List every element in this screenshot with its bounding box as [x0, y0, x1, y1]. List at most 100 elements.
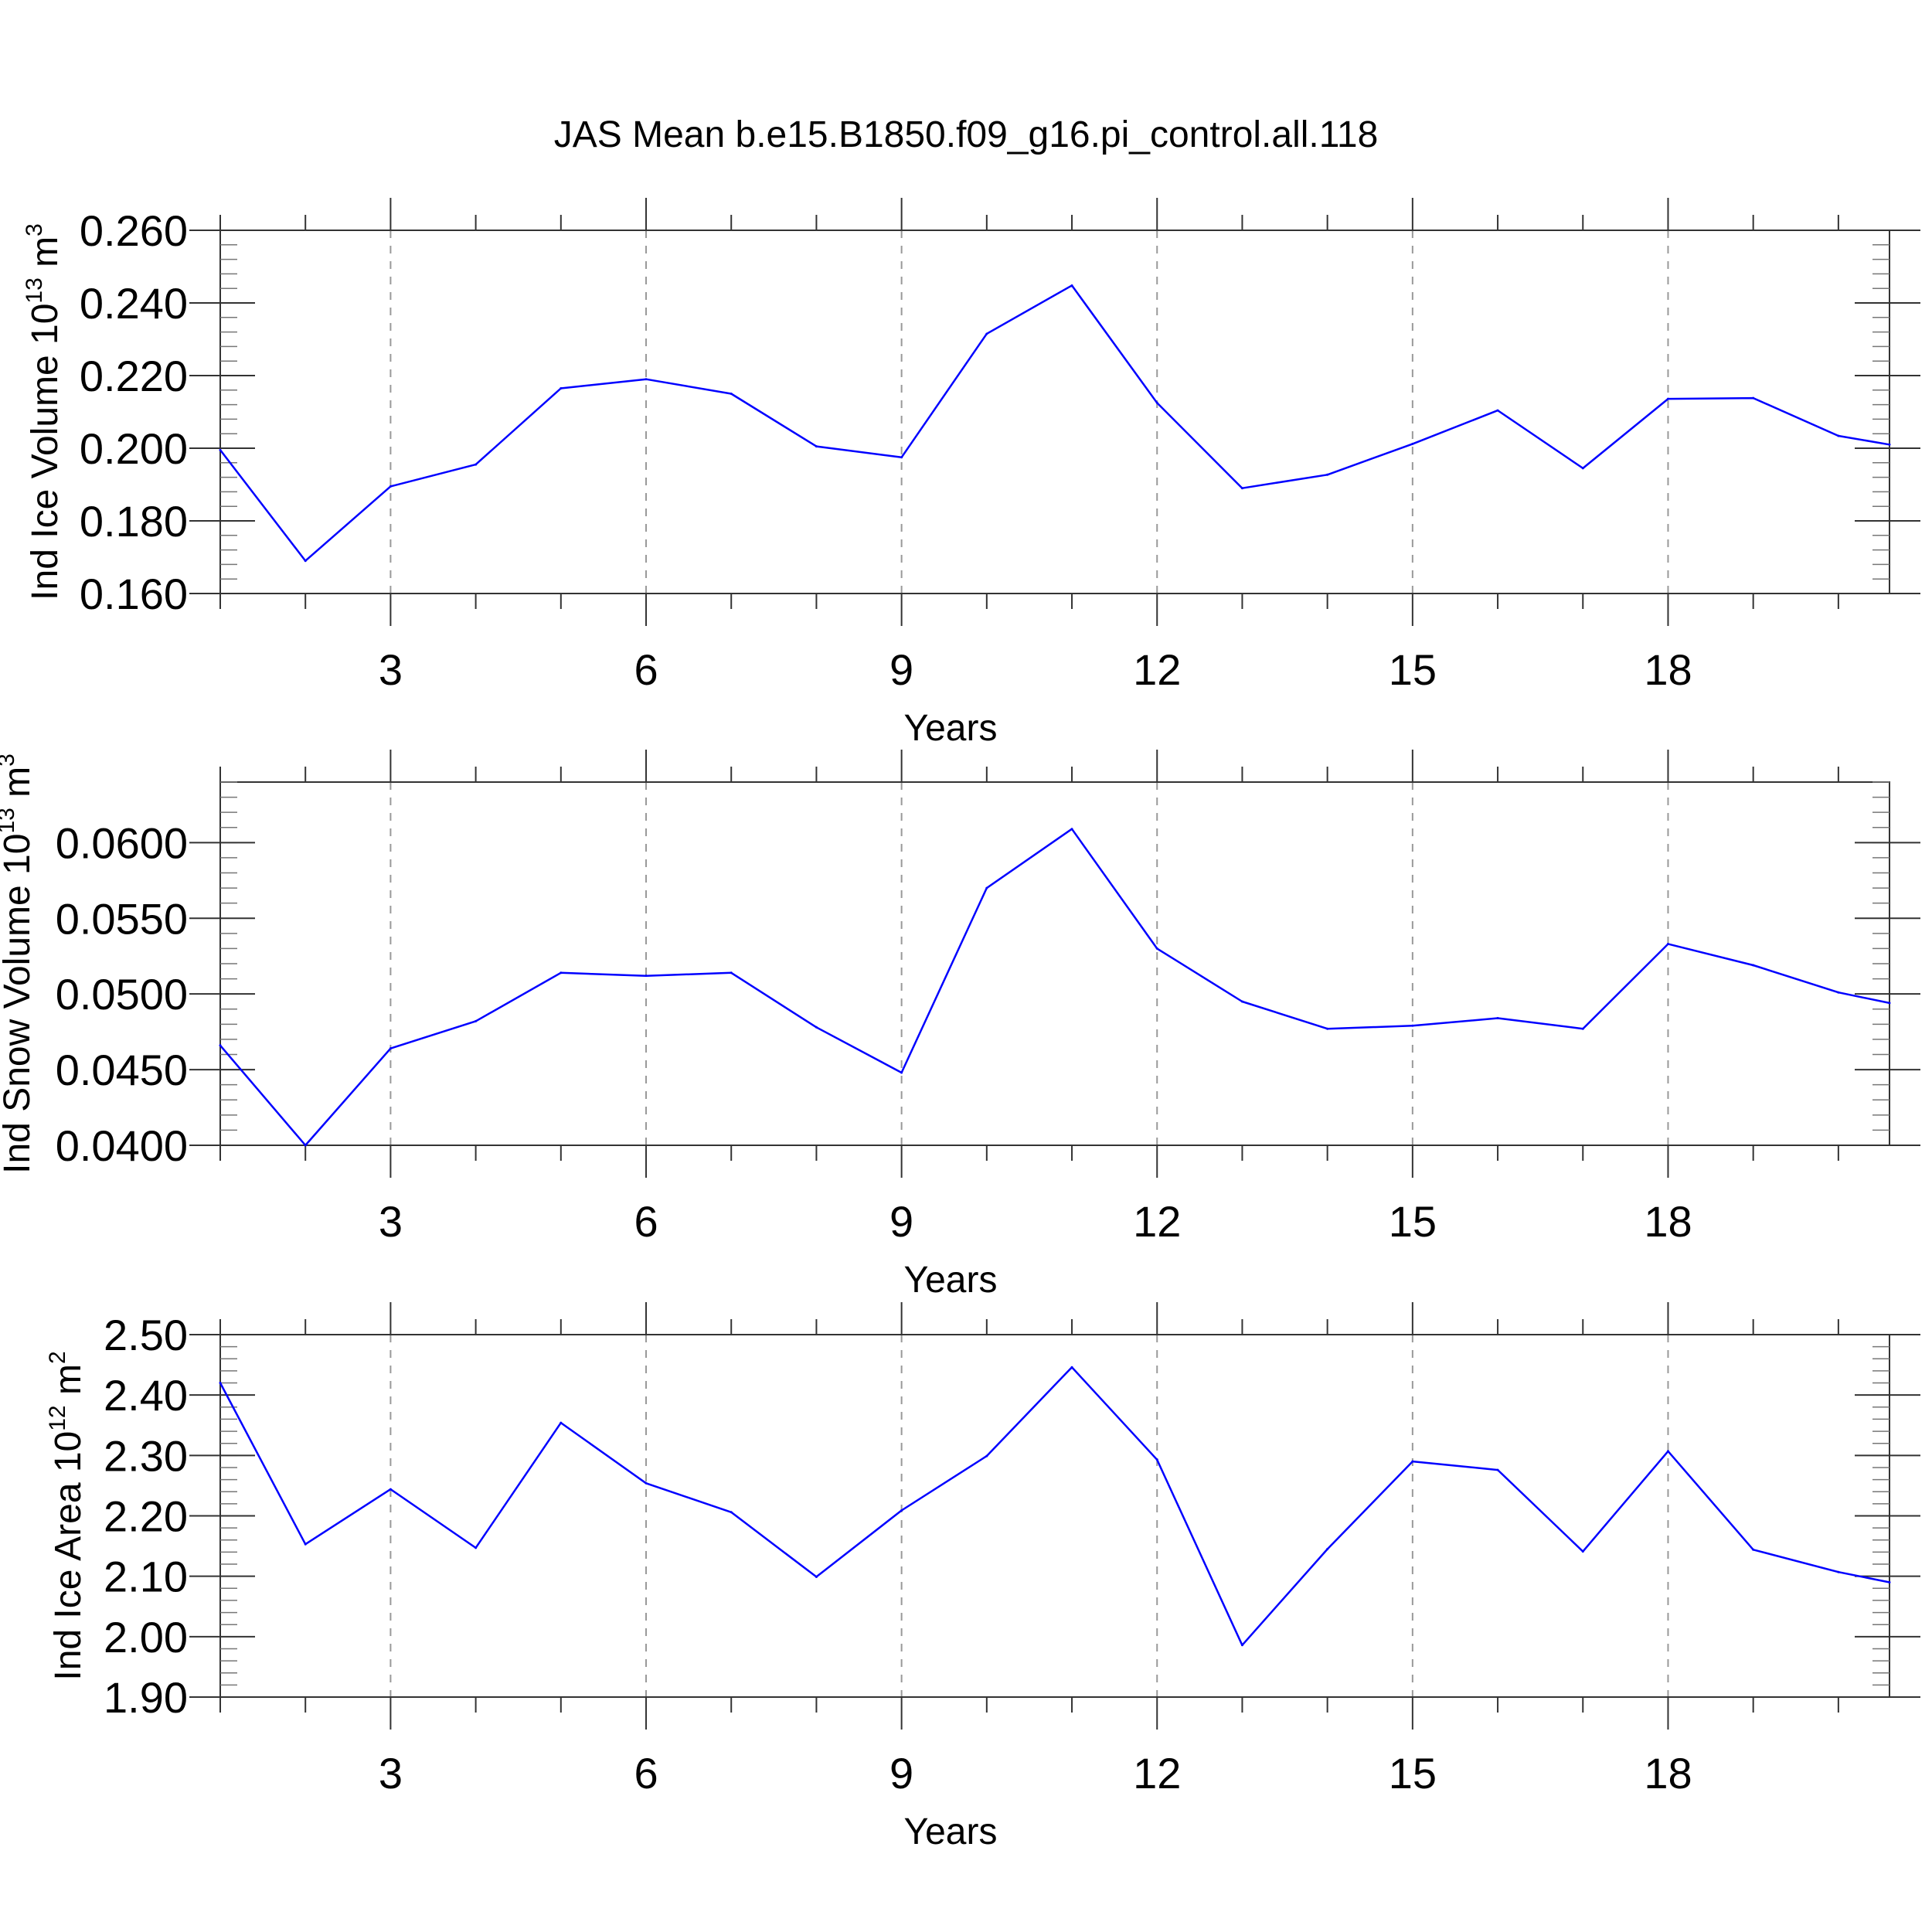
data-point	[1496, 409, 1499, 412]
data-point	[1581, 467, 1584, 470]
y-axis-title: Ind Ice Area 1012 m2	[45, 1351, 89, 1680]
x-axis-title: Years	[904, 1811, 998, 1852]
data-point	[1837, 1570, 1840, 1573]
data-point	[1752, 964, 1755, 967]
data-point	[985, 332, 988, 335]
y-axis-title-text: Ind Snow Volume 10	[0, 834, 38, 1174]
y-axis-title-exp: 13	[0, 808, 19, 833]
chart-panel-snow-volume: 3 6 9 12 15 18 0.0400 0.0450 0.0500 0.0550 0.0600 Y…	[0, 750, 1920, 1301]
data-point	[645, 1481, 648, 1485]
data-point	[815, 445, 818, 448]
data-point	[1837, 434, 1840, 437]
x-axis-title: Years	[904, 708, 998, 749]
data-point	[474, 463, 478, 466]
x-tick-label: 3	[379, 1197, 403, 1246]
x-tick-label: 18	[1644, 645, 1692, 694]
data-point	[389, 1488, 392, 1491]
data-point	[304, 1144, 307, 1147]
y-axis-title-unit: m	[48, 1364, 89, 1405]
x-tick-label: 12	[1133, 645, 1181, 694]
data-point	[304, 1543, 307, 1546]
data-point	[1752, 1548, 1755, 1551]
x-tick-label: 3	[379, 645, 403, 694]
y-axis-title: Ind Ice Volume 1013 m3	[22, 223, 66, 600]
x-tick-label: 9	[889, 645, 913, 694]
x-tick-label: 6	[634, 1197, 658, 1246]
data-point	[645, 975, 648, 978]
x-tick-label: 9	[889, 1197, 913, 1246]
x-tick-label: 6	[634, 645, 658, 694]
data-point	[1666, 1450, 1669, 1453]
data-point	[1888, 443, 1891, 446]
data-point	[1496, 1468, 1499, 1471]
data-point	[1070, 284, 1073, 287]
data-point	[389, 1047, 392, 1050]
y-axis-title-exp: 13	[22, 277, 47, 303]
y-axis-title-unit-exp: 3	[22, 223, 47, 236]
x-tick-label: 3	[379, 1749, 403, 1798]
data-point	[815, 1575, 818, 1578]
data-point	[304, 560, 307, 563]
y-axis-title-unit-exp: 3	[0, 753, 19, 767]
data-point	[1752, 396, 1755, 400]
y-tick-label: 0.0400	[56, 1121, 188, 1170]
data-point	[219, 1044, 222, 1047]
data-point	[900, 1071, 903, 1074]
data-point	[1411, 442, 1414, 445]
y-tick-label: 0.240	[80, 279, 188, 328]
x-tick-label: 18	[1644, 1749, 1692, 1798]
y-tick-label: 2.20	[104, 1492, 188, 1541]
data-point	[730, 1511, 733, 1514]
y-axis-title-unit: m	[25, 236, 66, 277]
plot-frame	[219, 1334, 1890, 1698]
x-tick-label: 12	[1133, 1749, 1181, 1798]
chart-panel-ice-volume: 3 6 9 12 15 18 0.160 0.180 0.200 0.220 0.240 0.260 Y…	[22, 198, 1920, 749]
data-point	[1240, 487, 1243, 490]
data-point	[560, 1421, 563, 1424]
data-point	[985, 1454, 988, 1458]
data-point	[1326, 1027, 1329, 1030]
data-point	[1581, 1550, 1584, 1553]
y-tick-label: 0.180	[80, 497, 188, 546]
x-tick-label: 12	[1133, 1197, 1181, 1246]
chart-panel-ice-area: 3 6 9 12 15 18 1.90 2.00 2.10 2.20 2.30 2.40 2.50 Yea…	[45, 1302, 1920, 1852]
plot-frame	[219, 230, 1890, 594]
y-tick-label: 0.160	[80, 570, 188, 618]
data-point	[1888, 1580, 1891, 1583]
y-tick-label: 0.0450	[56, 1046, 188, 1094]
data-point	[1070, 1366, 1073, 1369]
data-point	[219, 1382, 222, 1385]
data-line-ice-volume	[219, 284, 1890, 562]
y-axis-title: Ind Snow Volume 1013 m3	[0, 753, 38, 1174]
y-tick-label: 2.50	[104, 1311, 188, 1359]
y-axis-title-unit: m	[0, 767, 38, 808]
y-tick-label: 0.0550	[56, 894, 188, 943]
y-tick-label: 2.30	[104, 1431, 188, 1480]
data-point	[985, 886, 988, 889]
x-tick-label: 18	[1644, 1197, 1692, 1246]
x-axis-title: Years	[904, 1260, 998, 1301]
data-point	[1888, 1002, 1891, 1005]
data-point	[1411, 1024, 1414, 1027]
data-line-snow-volume	[219, 828, 1890, 1147]
data-point	[1837, 991, 1840, 994]
y-axis-title-exp: 12	[45, 1405, 70, 1430]
y-tick-label: 0.260	[80, 206, 188, 255]
y-tick-label: 2.40	[104, 1371, 188, 1420]
data-point	[560, 971, 563, 975]
data-point	[1666, 943, 1669, 946]
data-point	[560, 386, 563, 389]
data-point	[730, 971, 733, 975]
data-point	[900, 456, 903, 459]
data-point	[1326, 1547, 1329, 1550]
y-tick-label: 0.0500	[56, 970, 188, 1019]
data-point	[1326, 473, 1329, 476]
plot-frame	[219, 781, 1890, 1146]
data-point	[815, 1026, 818, 1029]
data-line-ice-area	[219, 1366, 1890, 1647]
data-point	[900, 1509, 903, 1512]
y-tick-label: 2.00	[104, 1613, 188, 1662]
x-tick-label: 9	[889, 1749, 913, 1798]
x-tick-label: 6	[634, 1749, 658, 1798]
